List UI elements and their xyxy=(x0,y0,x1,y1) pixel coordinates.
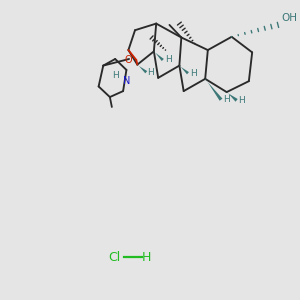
Text: H: H xyxy=(147,68,154,77)
Polygon shape xyxy=(137,64,147,74)
Polygon shape xyxy=(205,79,222,101)
Text: H: H xyxy=(238,96,245,105)
Text: H: H xyxy=(223,95,230,104)
Text: H: H xyxy=(112,71,119,80)
Polygon shape xyxy=(154,51,164,61)
Text: O: O xyxy=(125,55,132,65)
Polygon shape xyxy=(226,92,238,102)
Text: H: H xyxy=(142,251,152,264)
Polygon shape xyxy=(179,65,189,74)
Text: OH: OH xyxy=(281,13,297,23)
Text: H: H xyxy=(190,69,197,78)
Text: H: H xyxy=(165,56,172,64)
Text: Cl: Cl xyxy=(108,251,120,264)
Text: N: N xyxy=(123,76,130,85)
